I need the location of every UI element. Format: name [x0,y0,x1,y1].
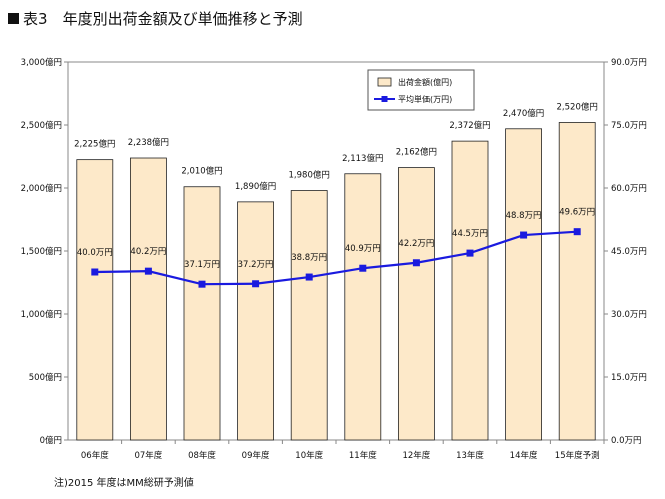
right-axis-tick-label: 75.0万円 [611,121,647,131]
right-axis-tick-label: 60.0万円 [611,184,647,194]
x-axis-tick-label: 15年度予測 [555,450,600,461]
line-value-label: 49.6万円 [559,208,595,218]
left-axis-tick-label: 3,000億円 [21,57,62,68]
bar-value-label: 2,470億円 [503,108,544,119]
bar-value-label: 2,372億円 [449,120,490,131]
right-axis-tick-label: 30.0万円 [611,310,647,320]
line-point [359,264,367,272]
legend-bar-label: 出荷金額(億円) [398,77,452,87]
x-axis-tick-label: 10年度 [295,450,323,461]
left-axis-tick-label: 0億円 [40,435,62,446]
line-value-label: 40.9万円 [345,244,381,254]
legend-bar-swatch [377,77,392,87]
title-prefix: 表3 [23,10,48,28]
line-value-label: 40.0万円 [77,248,113,258]
bar [344,173,382,441]
bar [451,140,489,441]
bar [237,201,275,441]
line-value-label: 42.2万円 [398,239,434,249]
bar [558,122,596,441]
line-value-label: 48.8万円 [506,211,542,221]
left-axis-tick-label: 1,000億円 [21,309,62,320]
left-axis-tick-label: 2,500億円 [21,120,62,131]
bar-value-label: 2,113億円 [342,153,383,164]
line-value-label: 44.5万円 [452,229,488,239]
x-axis-tick-label: 07年度 [134,450,162,461]
footnote: 注)2015 年度はMM総研予測値 [54,478,194,489]
line-point [144,267,152,275]
bar-value-label: 2,520億円 [557,101,598,112]
average-price-line [94,230,578,286]
right-axis-tick-label: 0.0万円 [611,436,642,446]
line-value-label: 37.2万円 [238,260,274,270]
line-value-label: 37.1万円 [184,260,220,270]
line-value-label: 40.2万円 [130,247,166,257]
line-point [573,228,581,236]
bar-value-label: 2,225億円 [74,139,115,150]
line-point [466,249,474,257]
x-axis-tick-label: 13年度 [456,450,484,461]
bar [129,157,167,441]
right-axis-tick-label: 45.0万円 [611,247,647,257]
bar [76,159,114,441]
x-axis-tick-label: 14年度 [510,450,538,461]
bar [397,167,435,441]
bar [505,128,543,441]
line-point [520,231,528,239]
x-axis-tick-label: 08年度 [188,450,216,461]
bar-value-label: 2,010億円 [181,166,222,177]
line-point [412,259,420,267]
left-axis-tick-label: 2,000億円 [21,183,62,194]
bar-value-label: 2,162億円 [396,147,437,158]
bar [290,190,328,441]
title-text: 年度別出荷金額及び単価推移と予測 [62,10,303,28]
square-bullet-icon [8,13,19,24]
x-axis-tick-label: 06年度 [81,450,109,461]
line-point [91,268,99,276]
left-axis-tick-label: 1,500億円 [21,246,62,257]
x-axis-tick-label: 11年度 [349,450,377,461]
line-point [252,280,260,288]
legend-box [367,69,475,111]
legend-line-label: 平均単価(万円) [398,94,452,104]
line-value-label: 38.8万円 [291,253,327,263]
legend-line-marker [381,96,388,102]
x-axis-tick-label: 09年度 [242,450,270,461]
bar-value-label: 1,980億円 [289,170,330,181]
right-axis-tick-label: 90.0万円 [611,58,647,68]
line-point [305,273,313,281]
line-point [198,280,206,288]
bar [183,186,221,441]
x-axis-tick-label: 12年度 [402,450,430,461]
bar-value-label: 2,238億円 [128,137,169,148]
bar-value-label: 1,890億円 [235,181,276,192]
left-axis-tick-label: 500億円 [29,372,62,383]
page-title: 表3 年度別出荷金額及び単価推移と予測 [8,8,303,29]
right-axis-tick-label: 15.0万円 [611,373,647,383]
